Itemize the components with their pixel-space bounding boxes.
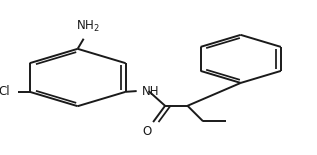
Text: O: O [142,125,151,138]
Text: NH$_2$: NH$_2$ [76,19,100,34]
Text: NH: NH [142,85,159,97]
Text: Cl: Cl [0,85,10,98]
